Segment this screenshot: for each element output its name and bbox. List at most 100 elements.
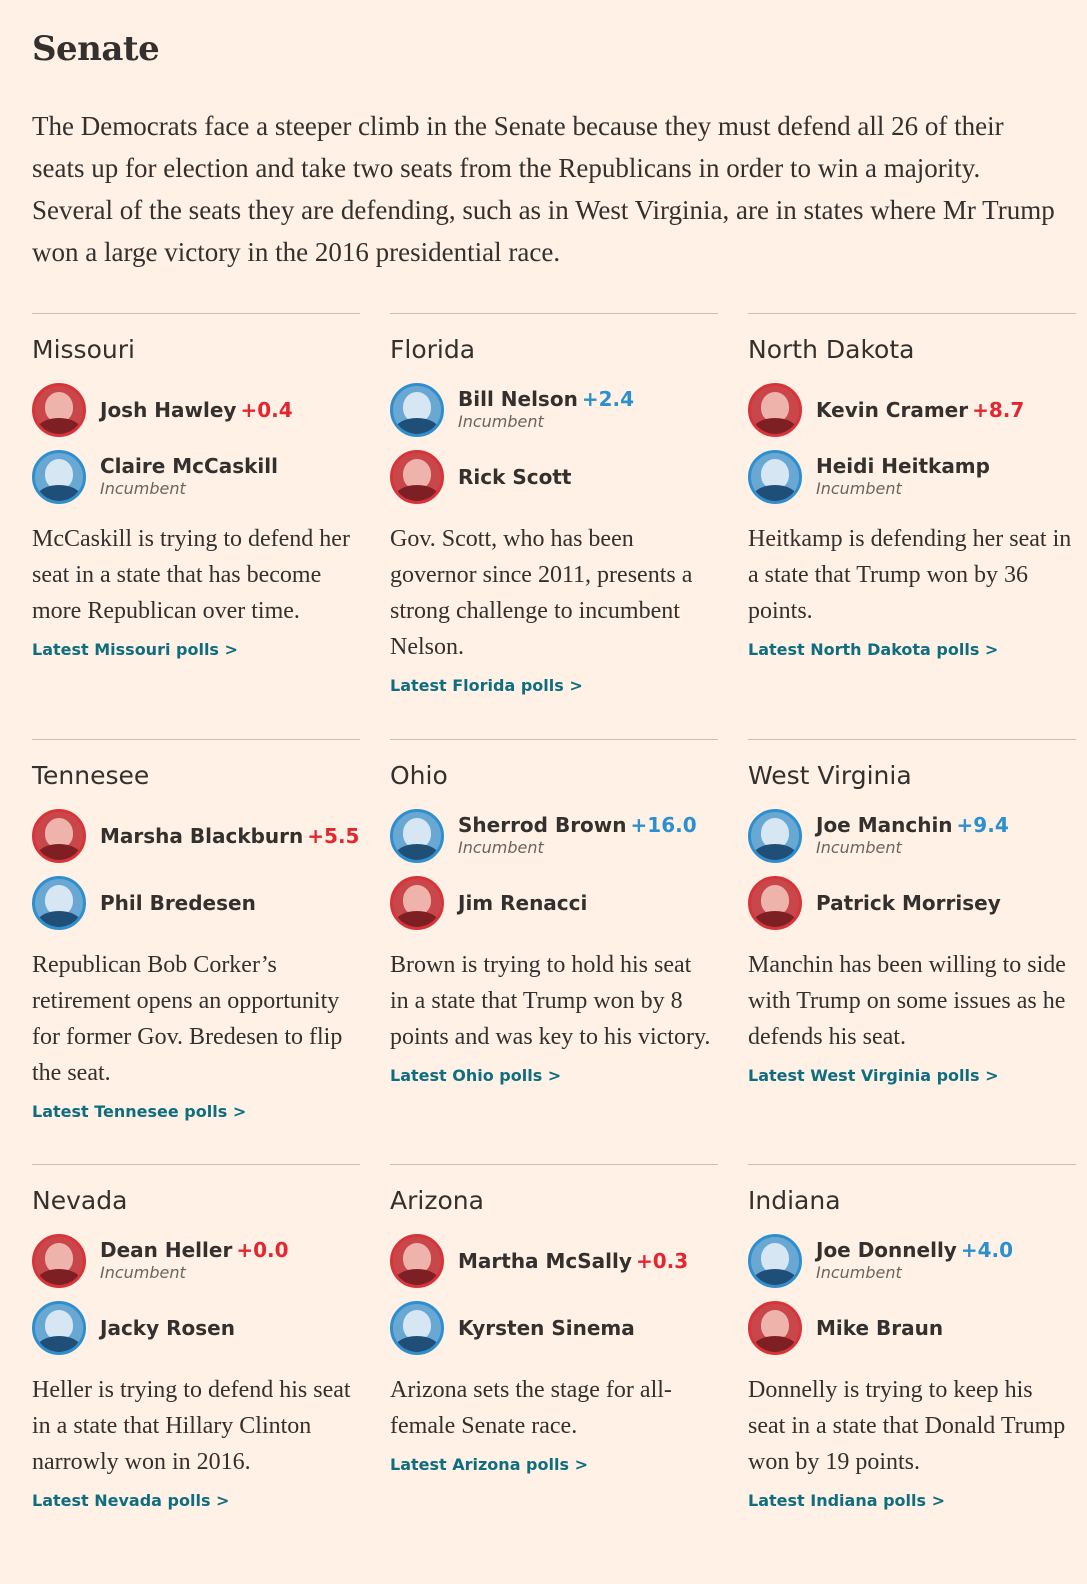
candidate-photo (32, 450, 86, 504)
candidate: Marsha Blackburn +5.5 (32, 806, 360, 866)
candidate: Kyrsten Sinema (390, 1298, 718, 1358)
incumbent-label: Incumbent (816, 838, 902, 857)
latest-polls-link[interactable]: Latest Missouri polls > (32, 640, 238, 659)
candidate-photo (748, 876, 802, 930)
race-card: North Dakota Kevin Cramer +8.7 Heidi Heit… (748, 313, 1076, 739)
state-name: North Dakota (748, 335, 915, 364)
candidate-photo (32, 1234, 86, 1288)
race-description: Arizona sets the stage for all-female Se… (390, 1377, 672, 1439)
candidate-name: Joe Donnelly (816, 1238, 957, 1262)
candidate-photo (390, 450, 444, 504)
candidate-name: Sherrod Brown (458, 813, 627, 837)
candidate: Heidi Heitkamp Incumbent (748, 447, 1076, 507)
candidate-name: Dean Heller (100, 1238, 233, 1262)
latest-polls-link[interactable]: Latest Arizona polls > (390, 1455, 588, 1474)
candidate: Dean Heller +0.0 Incumbent (32, 1231, 360, 1291)
race-description: Republican Bob Corker’s retirement opens… (32, 952, 343, 1086)
race-description: Heller is trying to defend his seat in a… (32, 1377, 351, 1475)
races-row: Tennesee Marsha Blackburn +5.5 Phil Brede… (32, 739, 1082, 1164)
state-name: Indiana (748, 1186, 841, 1215)
candidate-name: Rick Scott (458, 465, 572, 489)
candidate-name: Jacky Rosen (100, 1316, 235, 1340)
candidate-photo (390, 1301, 444, 1355)
candidate: Jacky Rosen (32, 1298, 360, 1358)
race-card: Arizona Martha McSally +0.3 Kyrsten Sinem… (390, 1164, 718, 1584)
incumbent-label: Incumbent (816, 1263, 902, 1282)
state-name: Florida (390, 335, 476, 364)
candidate: Patrick Morrisey (748, 873, 1076, 933)
latest-polls-link[interactable]: Latest Tennesee polls > (32, 1102, 247, 1121)
poll-lead: +0.4 (240, 398, 293, 422)
poll-lead: +0.0 (236, 1238, 289, 1262)
candidate: Claire McCaskill Incumbent (32, 447, 360, 507)
latest-polls-link[interactable]: Latest Indiana polls > (748, 1491, 945, 1510)
poll-lead: +5.5 (307, 824, 360, 848)
race-card: Ohio Sherrod Brown +16.0 Incumbent Jim Re… (390, 739, 718, 1164)
candidate: Phil Bredesen (32, 873, 360, 933)
race-description: Manchin has been willing to side with Tr… (748, 952, 1066, 1050)
latest-polls-link[interactable]: Latest West Virginia polls > (748, 1066, 999, 1085)
races-row: Nevada Dean Heller +0.0 Incumbent Jacky R… (32, 1164, 1082, 1584)
candidate-name: Jim Renacci (458, 891, 588, 915)
state-name: Ohio (390, 761, 448, 790)
race-description: McCaskill is trying to defend her seat i… (32, 526, 350, 624)
latest-polls-link[interactable]: Latest North Dakota polls > (748, 640, 999, 659)
incumbent-label: Incumbent (816, 479, 902, 498)
candidate: Sherrod Brown +16.0 Incumbent (390, 806, 718, 866)
candidate-photo (748, 450, 802, 504)
candidate: Kevin Cramer +8.7 (748, 380, 1076, 440)
state-name: Nevada (32, 1186, 128, 1215)
candidate-name: Josh Hawley (100, 398, 237, 422)
race-card: Indiana Joe Donnelly +4.0 Incumbent Mike … (748, 1164, 1076, 1584)
latest-polls-link[interactable]: Latest Florida polls > (390, 676, 583, 695)
candidate-name: Patrick Morrisey (816, 891, 1001, 915)
latest-polls-link[interactable]: Latest Ohio polls > (390, 1066, 562, 1085)
race-card: West Virginia Joe Manchin +9.4 Incumbent … (748, 739, 1076, 1164)
candidate-photo (390, 809, 444, 863)
candidate: Mike Braun (748, 1298, 1076, 1358)
section-intro: The Democrats face a steeper climb in th… (32, 111, 1055, 267)
candidate-photo (748, 809, 802, 863)
candidate-photo (748, 1234, 802, 1288)
candidate-photo (32, 1301, 86, 1355)
race-description: Heitkamp is defending her seat in a stat… (748, 526, 1072, 624)
candidate: Jim Renacci (390, 873, 718, 933)
candidate-photo (32, 383, 86, 437)
race-description: Donnelly is trying to keep his seat in a… (748, 1377, 1066, 1475)
poll-lead: +2.4 (581, 387, 635, 411)
candidate-name: Claire McCaskill (100, 454, 278, 478)
candidate-name: Bill Nelson (458, 387, 578, 411)
race-card: Florida Bill Nelson +2.4 Incumbent Rick S… (390, 313, 718, 739)
poll-lead: +9.4 (956, 813, 1009, 837)
state-name: Missouri (32, 335, 135, 364)
candidate: Bill Nelson +2.4 Incumbent (390, 380, 718, 440)
candidate: Martha McSally +0.3 (390, 1231, 718, 1291)
candidate-photo (32, 876, 86, 930)
poll-lead: +0.3 (635, 1249, 689, 1273)
candidate-name: Kyrsten Sinema (458, 1316, 635, 1340)
candidate-photo (390, 876, 444, 930)
candidate: Joe Donnelly +4.0 Incumbent (748, 1231, 1076, 1291)
candidate-photo (32, 809, 86, 863)
race-card: Nevada Dean Heller +0.0 Incumbent Jacky R… (32, 1164, 360, 1584)
incumbent-label: Incumbent (100, 479, 186, 498)
candidate-name: Joe Manchin (816, 813, 953, 837)
poll-lead: +16.0 (630, 813, 697, 837)
state-name: Tennesee (32, 761, 150, 790)
poll-lead: +8.7 (972, 398, 1025, 422)
section-title: Senate (32, 29, 160, 69)
candidate: Rick Scott (390, 447, 718, 507)
candidate-photo (390, 1234, 444, 1288)
candidate-name: Phil Bredesen (100, 891, 256, 915)
latest-polls-link[interactable]: Latest Nevada polls > (32, 1491, 230, 1510)
candidate-name: Martha McSally (458, 1249, 632, 1273)
incumbent-label: Incumbent (458, 838, 544, 857)
state-name: Arizona (390, 1186, 484, 1215)
candidate: Josh Hawley +0.4 (32, 380, 360, 440)
candidate-name: Kevin Cramer (816, 398, 969, 422)
candidate-photo (748, 1301, 802, 1355)
candidate-name: Marsha Blackburn (100, 824, 304, 848)
race-description: Brown is trying to hold his seat in a st… (390, 952, 711, 1050)
races-row: Missouri Josh Hawley +0.4 Claire McCaskil… (32, 313, 1082, 739)
